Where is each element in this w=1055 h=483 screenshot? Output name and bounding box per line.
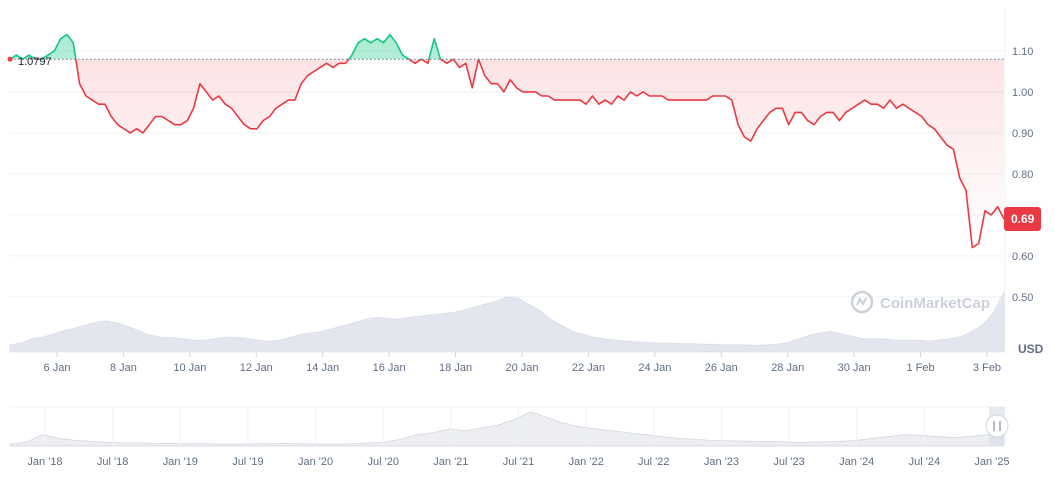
volume-area — [9, 291, 1005, 353]
x-tick-label: 20 Jan — [505, 362, 538, 374]
y-tick-label: 0.50 — [1012, 292, 1033, 304]
reference-line — [7, 56, 1004, 62]
range-navigator[interactable] — [9, 406, 1005, 447]
navigator-tick-label: Jan '20 — [298, 456, 333, 468]
x-tick-label: 10 Jan — [173, 362, 206, 374]
navigator-tick-label: Jan '18 — [27, 456, 62, 468]
reference-label: 1.0797 — [18, 56, 52, 68]
reference-marker — [7, 56, 13, 62]
navigator-tick-label: Jan '24 — [839, 456, 874, 468]
x-tick-label: 22 Jan — [572, 362, 605, 374]
y-tick-label: 0.80 — [1012, 169, 1033, 181]
watermark: CoinMarketCap — [850, 290, 990, 314]
navigator-tick-label: Jul '20 — [367, 456, 398, 468]
volume-shape — [9, 291, 1005, 353]
area-below-reference — [10, 59, 1004, 248]
x-tick-label: 24 Jan — [638, 362, 671, 374]
current-price-badge: 0.69 — [1004, 207, 1041, 231]
navigator-tick-label: Jan '22 — [569, 456, 604, 468]
range-handle[interactable] — [985, 407, 1009, 445]
y-axis: 0.500.600.700.800.901.001.10 — [1012, 46, 1033, 304]
y-tick-label: 1.00 — [1012, 87, 1033, 99]
price-series — [9, 33, 1005, 249]
y-tick-label: 1.10 — [1012, 46, 1033, 58]
x-tick-label: 12 Jan — [240, 362, 273, 374]
watermark-text: CoinMarketCap — [880, 295, 990, 312]
reference-fills — [10, 34, 1004, 248]
x-tick-label: 3 Feb — [973, 362, 1001, 374]
y-tick-label: 0.90 — [1012, 128, 1033, 140]
navigator-tick-label: Jul '22 — [638, 456, 669, 468]
x-tick-label: 18 Jan — [439, 362, 472, 374]
navigator-tick-label: Jul '24 — [909, 456, 940, 468]
navigator-tick-label: Jan '19 — [163, 456, 198, 468]
x-tick-label: 26 Jan — [705, 362, 738, 374]
navigator-tick-label: Jul '19 — [232, 456, 263, 468]
x-tick-label: 30 Jan — [838, 362, 871, 374]
range-handle-icon[interactable] — [985, 414, 1009, 438]
reference-value-label: 1.0797 — [18, 56, 52, 68]
navigator-tick-label: Jul '21 — [503, 456, 534, 468]
x-axis: 6 Jan 8 Jan 10 Jan 12 Jan 14 Jan 16 Jan 18 Jan… — [44, 352, 1001, 374]
y-tick-label: 0.60 — [1012, 251, 1033, 263]
navigator-tick-label: Jan '21 — [433, 456, 468, 468]
x-tick-label: 8 Jan — [110, 362, 137, 374]
navigator-area — [9, 411, 1004, 447]
navigator-tick-label: Jan '25 — [974, 456, 1009, 468]
x-tick-label: 16 Jan — [373, 362, 406, 374]
x-tick-label: 14 Jan — [306, 362, 339, 374]
x-tick-label: 6 Jan — [44, 362, 71, 374]
navigator-tick-label: Jul '23 — [773, 456, 804, 468]
navigator-tick-label: Jan '23 — [704, 456, 739, 468]
coinmarketcap-logo-icon — [850, 290, 874, 314]
navigator-x-axis: Jan '18 Jul '18 Jan '19 Jul '19 Jan '20 Jul '… — [27, 407, 1010, 468]
current-price-value: 0.69 — [1011, 212, 1035, 226]
x-tick-label: 28 Jan — [771, 362, 804, 374]
navigator-tick-label: Jul '18 — [97, 456, 128, 468]
x-tick-label: 1 Feb — [907, 362, 935, 374]
price-line-below — [10, 59, 1005, 249]
currency-unit: USD — [1018, 342, 1044, 356]
